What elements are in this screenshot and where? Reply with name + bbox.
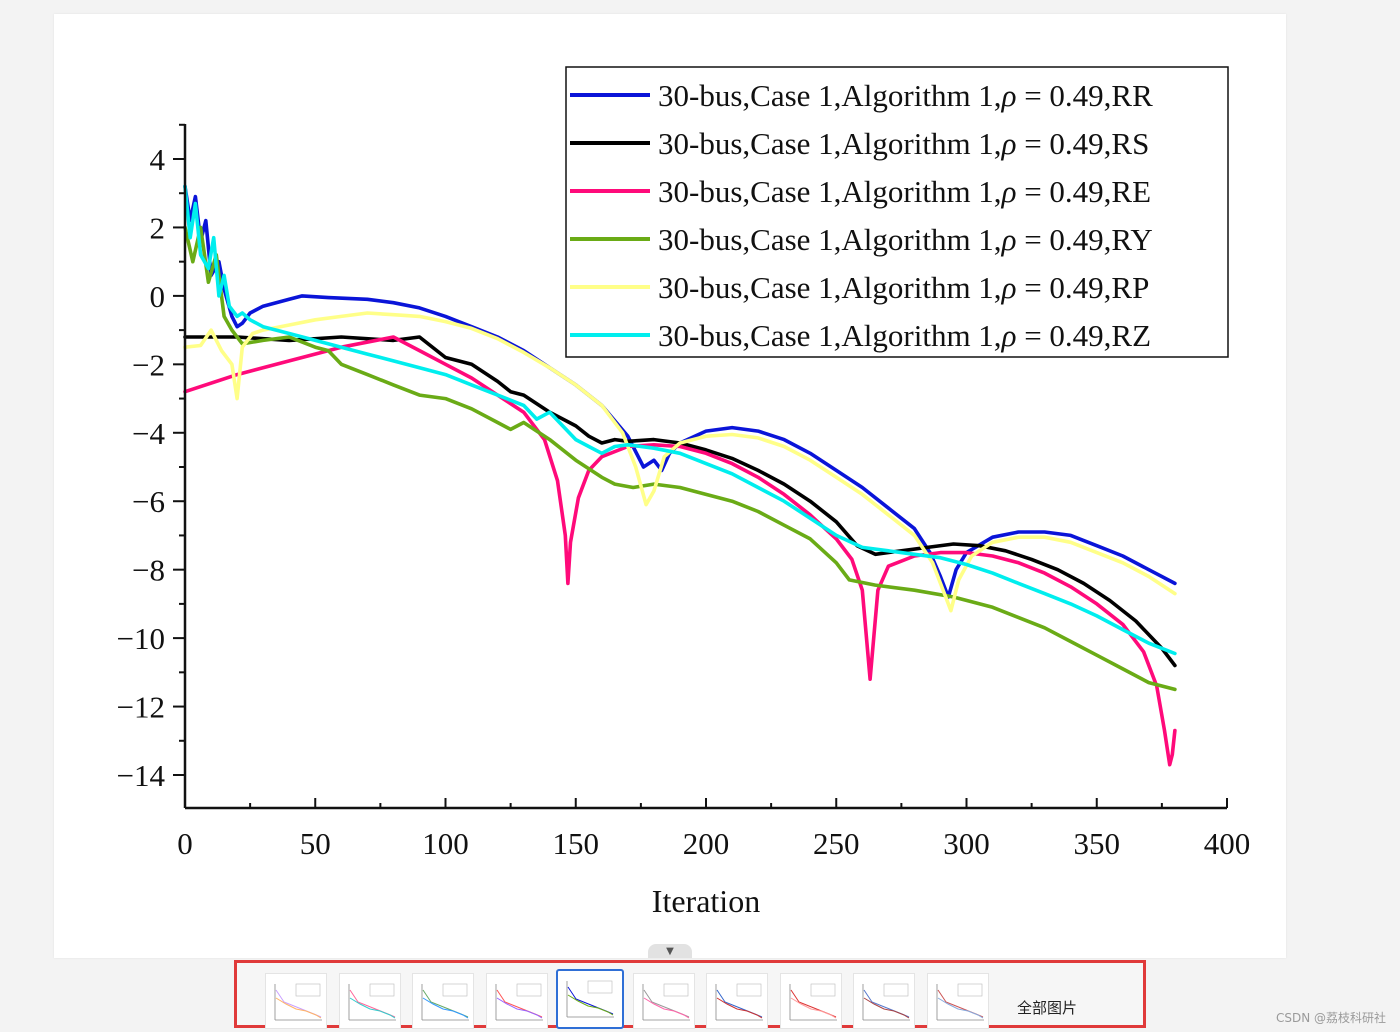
x-tick-label: 300 [943, 826, 990, 861]
chart-series-group [183, 184, 1177, 767]
y-tick-label: 0 [150, 279, 166, 314]
y-tick-label: −6 [132, 484, 165, 519]
series-line-re [183, 335, 1177, 767]
thumbnail-8[interactable] [779, 973, 842, 1029]
thumbnail-preview [637, 980, 692, 1024]
collapse-thumbnails-button[interactable]: ▼ [648, 944, 692, 958]
series-line-rs [183, 335, 1177, 668]
thumbnail-10[interactable] [926, 973, 989, 1029]
thumbnail-preview [931, 980, 986, 1024]
image-panel: 0 50 100 150 200 250 300 350 400 4 2 0 −2 −4 −6 −8 −10 −1… [54, 14, 1286, 958]
y-tick-label: −4 [132, 416, 165, 451]
thumbnail-5[interactable] [556, 969, 624, 1029]
y-tick-label: −8 [132, 553, 165, 588]
thumbnail-9[interactable] [853, 973, 915, 1029]
thumbnail-preview [858, 980, 912, 1024]
x-tick-label: 250 [813, 826, 860, 861]
line-chart: 0 50 100 150 200 250 300 350 400 4 2 0 −2 −4 −6 −8 −10 −1… [117, 66, 1251, 919]
thumbnail-1[interactable] [265, 973, 327, 1029]
series-line-ry [183, 225, 1177, 692]
chevron-down-icon: ▼ [666, 945, 674, 957]
y-tick-label: −2 [132, 347, 165, 382]
thumbnail-4[interactable] [485, 973, 548, 1029]
legend-label-rp: 30-bus,Case 1,Algorithm 1,ρ = 0.49,RP [658, 270, 1149, 305]
x-tick-label: 0 [177, 826, 193, 861]
legend-label-re: 30-bus,Case 1,Algorithm 1,ρ = 0.49,RE [658, 174, 1151, 209]
thumbnail-preview [784, 980, 839, 1024]
thumbnail-6[interactable] [632, 973, 695, 1029]
thumbnail-preview [270, 980, 324, 1024]
x-tick-label: 150 [553, 826, 600, 861]
top-toolbar [0, 0, 1400, 14]
x-axis-title: Iteration [652, 883, 760, 919]
thumbnail-preview [490, 980, 545, 1024]
y-tick-label: −12 [117, 690, 165, 725]
thumbnail-preview [562, 977, 616, 1021]
x-tick-label: 100 [422, 826, 469, 861]
thumbnail-2[interactable] [338, 973, 401, 1029]
x-tick-label: 350 [1074, 826, 1121, 861]
thumbnail-preview [711, 980, 765, 1024]
watermark: CSDN @荔枝科研社 [1275, 1011, 1386, 1025]
legend-box [565, 66, 1229, 358]
thumbnail-strip: 全部图片 [234, 960, 1146, 1029]
y-tick-label: 4 [150, 142, 166, 177]
thumbnail-preview [417, 980, 471, 1024]
legend-label-rr: 30-bus,Case 1,Algorithm 1,ρ = 0.49,RR [658, 78, 1153, 113]
x-tick-label: 50 [300, 826, 331, 861]
y-tick-label: −14 [117, 758, 166, 793]
x-tick-label: 400 [1204, 826, 1251, 861]
all-images-link[interactable]: 全部图片 [1017, 999, 1078, 1017]
y-tick-label: −10 [117, 621, 165, 656]
y-tick-label: 2 [150, 210, 166, 245]
thumbnail-3[interactable] [412, 973, 474, 1029]
series-line-rz [183, 184, 1177, 656]
legend-label-rz: 30-bus,Case 1,Algorithm 1,ρ = 0.49,RZ [658, 318, 1151, 353]
thumbnail-7[interactable] [706, 973, 768, 1029]
chart-axes: 0 50 100 150 200 250 300 350 400 4 2 0 −2 −4 −6 −8 −10 −1… [117, 123, 1251, 861]
thumbnail-preview [343, 980, 398, 1024]
x-tick-label: 200 [683, 826, 730, 861]
series-line-rr [183, 184, 1177, 599]
chart-legend: 30-bus,Case 1,Algorithm 1,ρ = 0.49,RR 30-… [565, 66, 1229, 358]
legend-label-ry: 30-bus,Case 1,Algorithm 1,ρ = 0.49,RY [658, 222, 1153, 257]
legend-label-rs: 30-bus,Case 1,Algorithm 1,ρ = 0.49,RS [658, 126, 1149, 161]
